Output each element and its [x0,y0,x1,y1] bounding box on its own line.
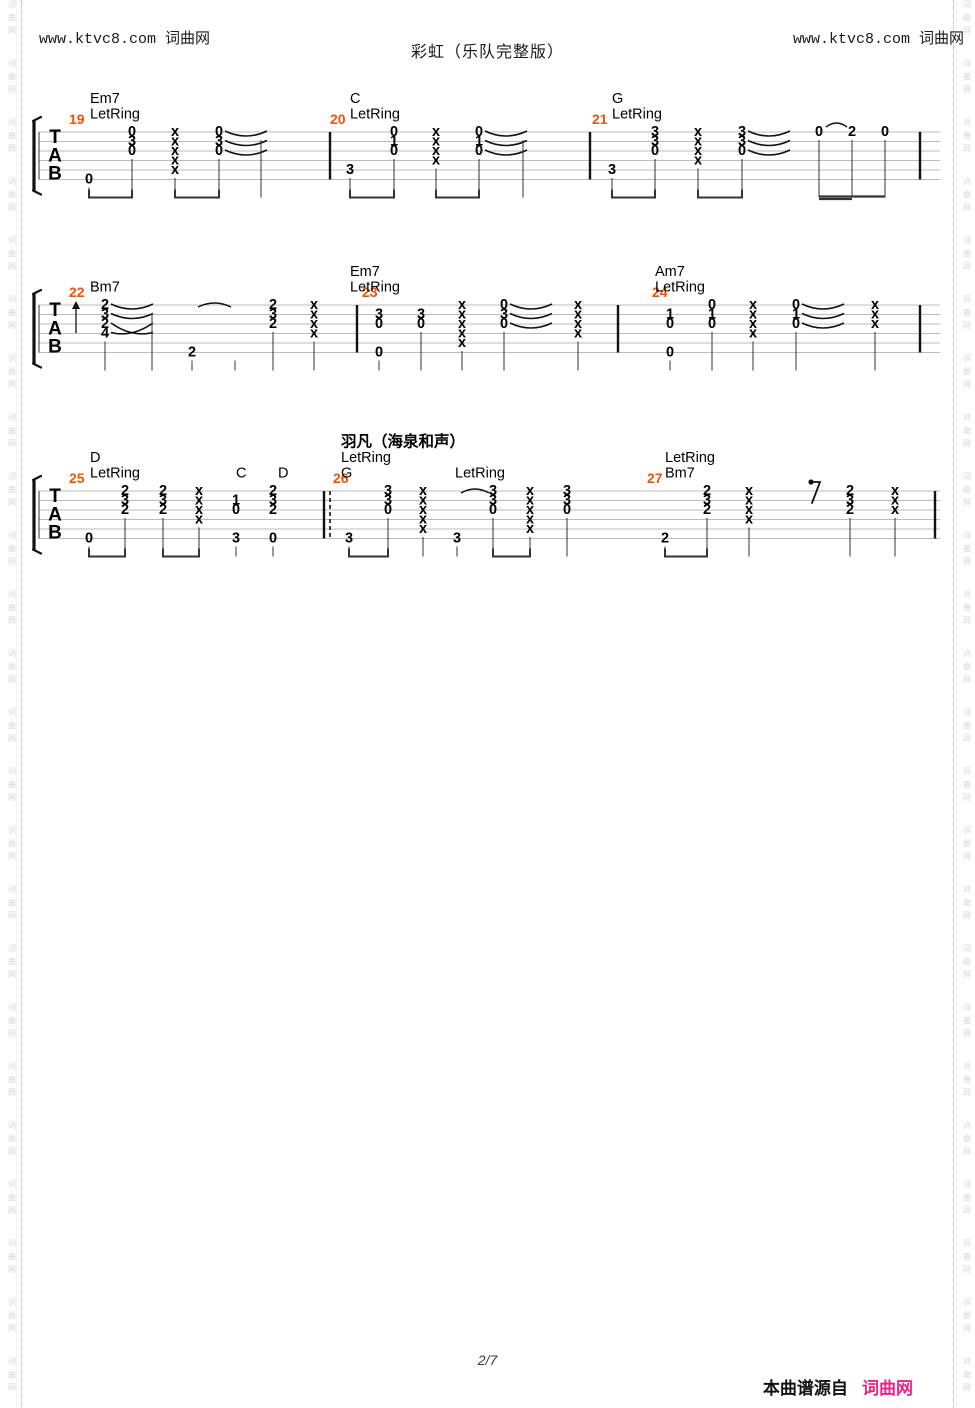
svg-text:2: 2 [846,502,854,518]
svg-text:2: 2 [703,502,711,518]
svg-text:0: 0 [792,316,800,332]
svg-text:0: 0 [85,172,93,188]
svg-text:x: x [419,521,427,537]
svg-text:D: D [90,450,100,466]
svg-text:B: B [48,164,62,185]
svg-text:LetRing: LetRing [90,106,140,122]
svg-text:0: 0 [390,143,398,159]
svg-text:22: 22 [69,284,85,300]
svg-text:2: 2 [269,502,277,518]
svg-text:LetRing: LetRing [655,279,705,295]
svg-text:3: 3 [345,530,353,546]
svg-text:Em7: Em7 [350,263,380,279]
svg-text:0: 0 [375,316,383,332]
svg-text:x: x [526,521,534,537]
svg-text:0: 0 [666,344,674,360]
svg-text:0: 0 [881,124,889,140]
svg-text:x: x [458,335,466,351]
svg-text:2: 2 [661,530,669,546]
svg-text:0: 0 [651,143,659,159]
svg-text:C: C [236,465,246,481]
svg-text:x: x [310,325,318,341]
svg-text:3: 3 [608,162,616,178]
svg-text:0: 0 [738,143,746,159]
svg-text:0: 0 [815,124,823,140]
svg-text:x: x [891,502,899,518]
svg-text:x: x [574,325,582,341]
svg-text:0: 0 [269,530,277,546]
svg-text:G: G [341,465,352,481]
svg-text:0: 0 [232,502,240,518]
svg-text:3: 3 [453,530,461,546]
svg-text:0: 0 [85,530,93,546]
svg-text:LetRing: LetRing [665,450,715,466]
svg-text:D: D [278,465,288,481]
svg-text:x: x [171,162,179,178]
svg-text:B: B [48,522,62,543]
svg-text:G: G [612,91,623,107]
svg-text:x: x [432,153,440,169]
svg-text:x: x [745,511,753,527]
svg-text:B: B [48,336,62,357]
svg-text:0: 0 [375,344,383,360]
svg-text:0: 0 [475,143,483,159]
svg-text:0: 0 [128,143,136,159]
svg-text:0: 0 [708,316,716,332]
svg-text:Am7: Am7 [655,263,685,279]
svg-text:x: x [694,153,702,169]
svg-text:2: 2 [848,124,856,140]
svg-text:LetRing: LetRing [350,279,400,295]
svg-text:x: x [195,511,203,527]
svg-text:2: 2 [188,344,196,360]
svg-text:LetRing: LetRing [455,465,505,481]
svg-text:2: 2 [269,316,277,332]
svg-text:2: 2 [159,502,167,518]
svg-text:Em7: Em7 [90,91,120,107]
svg-text:0: 0 [489,502,497,518]
svg-text:27: 27 [647,470,663,486]
svg-text:LetRing: LetRing [612,106,662,122]
svg-text:4: 4 [101,325,109,341]
svg-text:x: x [749,325,757,341]
svg-text:3: 3 [346,162,354,178]
svg-text:0: 0 [417,316,425,332]
svg-text:0: 0 [215,143,223,159]
svg-text:Bm7: Bm7 [665,465,695,481]
svg-text:0: 0 [563,502,571,518]
svg-text:LetRing: LetRing [350,106,400,122]
svg-text:25: 25 [69,470,85,486]
svg-text:LetRing: LetRing [341,450,391,466]
svg-text:19: 19 [69,111,85,127]
svg-text:2: 2 [121,502,129,518]
svg-text:0: 0 [666,316,674,332]
svg-text:21: 21 [592,111,608,127]
svg-text:0: 0 [500,316,508,332]
svg-text:LetRing: LetRing [90,465,140,481]
svg-text:x: x [871,316,879,332]
svg-text:0: 0 [384,502,392,518]
svg-text:羽凡（海泉和声）: 羽凡（海泉和声） [341,431,465,450]
svg-text:C: C [350,91,360,107]
svg-text:Bm7: Bm7 [90,279,120,295]
svg-text:3: 3 [232,530,240,546]
svg-text:20: 20 [330,111,346,127]
